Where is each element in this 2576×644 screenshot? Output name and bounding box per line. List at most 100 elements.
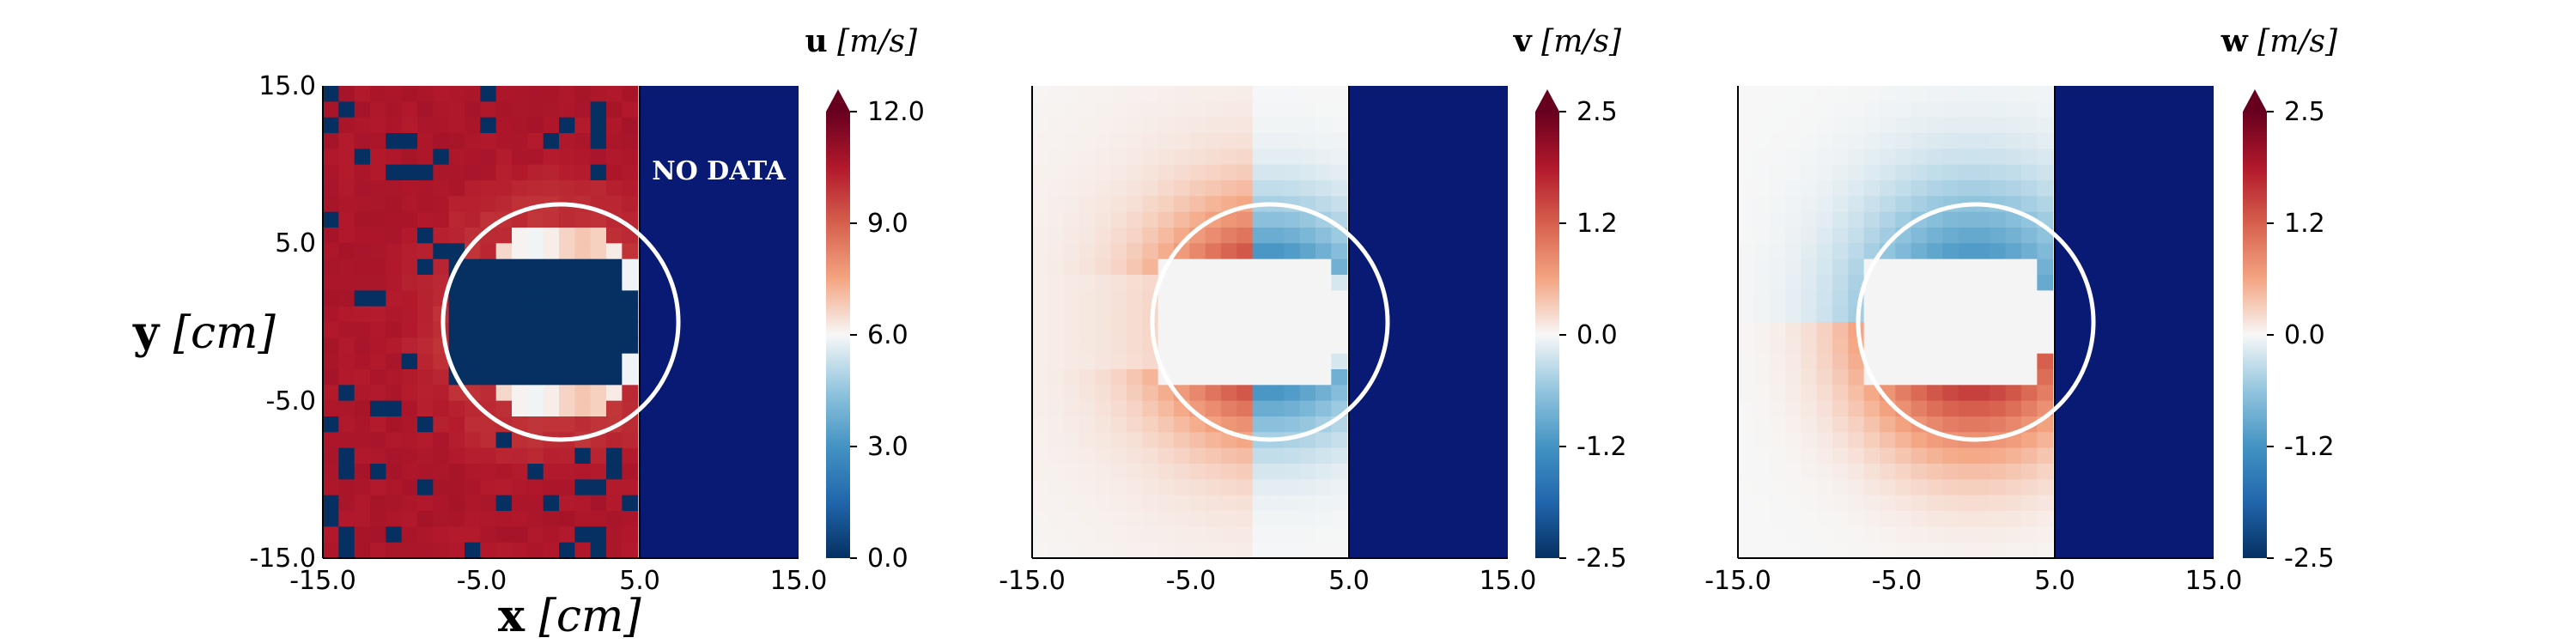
heatmap-cell [1079, 479, 1096, 496]
heatmap-cell [323, 479, 339, 496]
heatmap-cell [590, 228, 607, 244]
heatmap-cell [1315, 447, 1332, 465]
heatmap-cell [1990, 306, 2007, 323]
heatmap-cell [1895, 479, 1912, 496]
heatmap-cell [417, 353, 434, 370]
heatmap-cell [1942, 447, 1959, 465]
heatmap-cell [1331, 258, 1348, 276]
heatmap-cell [574, 416, 592, 433]
heatmap-cell [1236, 86, 1254, 102]
heatmap-cell [1990, 133, 2007, 149]
heatmap-cell [1990, 322, 2007, 338]
heatmap-cell [386, 542, 403, 559]
heatmap-cell [338, 196, 355, 213]
heatmap-cell [1816, 322, 1833, 338]
heatmap-cell [622, 306, 639, 323]
heatmap-cell [590, 400, 607, 417]
heatmap-cell [1816, 258, 1833, 276]
heatmap-cell [1753, 117, 1771, 134]
heatmap-cell [495, 447, 513, 465]
heatmap-cell [543, 447, 560, 465]
heatmap-cell [1157, 306, 1175, 323]
heatmap-cell [559, 464, 575, 480]
heatmap-cell [1785, 180, 1801, 197]
heatmap-cell [401, 275, 418, 291]
heatmap-cell [1284, 511, 1301, 527]
heatmap-cell [1268, 243, 1285, 260]
heatmap-cell [1032, 211, 1048, 228]
heatmap-cell [1048, 447, 1065, 465]
heatmap-cell [1880, 290, 1896, 307]
heatmap-cell [370, 196, 386, 213]
heatmap-cell [386, 211, 403, 228]
heatmap-cell [1063, 337, 1080, 355]
heatmap-cell [1785, 400, 1801, 417]
heatmap-cell [1832, 526, 1849, 544]
heatmap-cell [1127, 495, 1143, 512]
heatmap-cell [622, 542, 639, 559]
heatmap-cell [1079, 196, 1096, 213]
heatmap-cell [370, 228, 386, 244]
heatmap-cell [465, 464, 481, 480]
heatmap-cell [1911, 322, 1928, 338]
heatmap-cell [1895, 133, 1912, 149]
heatmap-cell [574, 542, 592, 559]
heatmap-cell [1958, 164, 1975, 181]
heatmap-cell [1284, 322, 1301, 338]
cylinder-circle-u [440, 202, 681, 442]
heatmap-cell [1895, 180, 1912, 197]
heatmap-cell [590, 180, 607, 197]
heatmap-cell [1753, 337, 1771, 355]
heatmap-cell [1063, 322, 1080, 338]
heatmap-cell [2021, 464, 2038, 480]
heatmap-cell [1315, 400, 1332, 417]
heatmap-cell [527, 400, 544, 417]
heatmap-cell [1769, 306, 1786, 323]
heatmap-cell [2005, 369, 2022, 386]
heatmap-cell [1753, 432, 1771, 449]
heatmap-cell [1095, 337, 1112, 355]
heatmap-cell [465, 447, 481, 465]
heatmap-cell [1063, 353, 1080, 370]
heatmap-cell [590, 133, 607, 149]
heatmap-cell [1205, 164, 1222, 181]
heatmap-cell [1880, 337, 1896, 355]
heatmap-cell [1331, 337, 1348, 355]
heatmap-cell [1990, 117, 2007, 134]
heatmap-cell [1315, 464, 1332, 480]
heatmap-cell [1927, 353, 1943, 370]
heatmap-cell [370, 133, 386, 149]
heatmap-cell [495, 196, 513, 213]
heatmap-cell [1268, 101, 1285, 118]
heatmap-cell [1063, 101, 1080, 118]
heatmap-cell [1942, 479, 1959, 496]
heatmap-cell [606, 400, 623, 417]
heatmap-cell [1958, 495, 1975, 512]
heatmap-cell [527, 416, 544, 433]
heatmap-cell [1236, 385, 1254, 402]
heatmap-cell [448, 337, 465, 355]
heatmap-cell [417, 243, 434, 260]
heatmap-cell [1127, 306, 1143, 323]
heatmap-cell [1331, 526, 1348, 544]
heatmap-cell [1848, 479, 1865, 496]
heatmap-cell [1048, 228, 1065, 244]
heatmap-cell [1048, 133, 1065, 149]
heatmap-cell [1299, 369, 1316, 386]
heatmap-cell [2037, 526, 2054, 544]
heatmap-cell [1801, 164, 1818, 181]
heatmap-cell [1142, 526, 1159, 544]
heatmap-cell [417, 306, 434, 323]
heatmap-cell [1942, 353, 1959, 370]
heatmap-cell [1974, 180, 1990, 197]
heatmap-cells-v [1032, 86, 1348, 559]
heatmap-cell [1769, 275, 1786, 291]
heatmap-cell [543, 101, 560, 118]
heatmap-cell [1236, 228, 1254, 244]
heatmap-cell [2037, 275, 2054, 291]
heatmap-cell [1252, 180, 1269, 197]
ytick-label: 15.0 [258, 71, 316, 101]
heatmap-cell [606, 164, 623, 181]
heatmap-cell [512, 86, 528, 102]
heatmap-cell [606, 337, 623, 355]
